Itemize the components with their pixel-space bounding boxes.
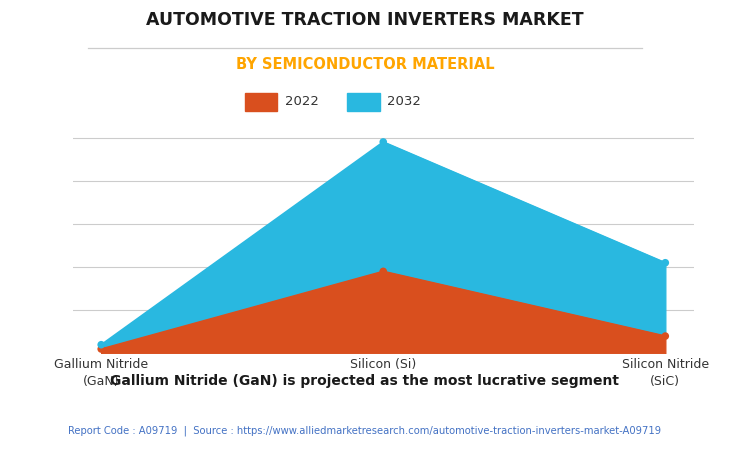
Text: 2032: 2032 xyxy=(387,96,420,108)
Text: Gallium Nitride (GaN) is projected as the most lucrative segment: Gallium Nitride (GaN) is projected as th… xyxy=(110,374,620,388)
Text: BY SEMICONDUCTOR MATERIAL: BY SEMICONDUCTOR MATERIAL xyxy=(236,57,494,72)
Point xyxy=(659,333,671,340)
Point xyxy=(659,259,671,266)
Point xyxy=(96,345,107,352)
Point xyxy=(96,341,107,348)
Text: AUTOMOTIVE TRACTION INVERTERS MARKET: AUTOMOTIVE TRACTION INVERTERS MARKET xyxy=(146,11,584,29)
Text: Report Code : A09719  |  Source : https://www.alliedmarketresearch.com/automotiv: Report Code : A09719 | Source : https://… xyxy=(69,426,661,436)
Text: 2022: 2022 xyxy=(285,96,318,108)
Point xyxy=(377,268,389,275)
Point xyxy=(377,138,389,145)
